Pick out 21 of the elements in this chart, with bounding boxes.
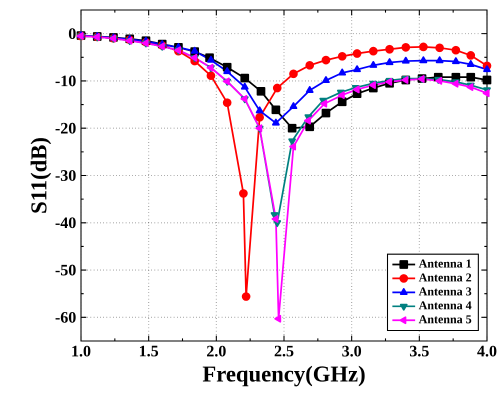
y-tick-label: -10 — [56, 76, 76, 86]
legend-label: Antenna 4 — [418, 301, 472, 310]
y-tick-label: -40 — [56, 217, 76, 228]
y-axis-title: S11(dB) — [30, 138, 52, 213]
legend-label: Antenna 3 — [418, 287, 472, 296]
x-tick-label: 2.0 — [207, 346, 226, 357]
x-tick-label: 3.0 — [342, 346, 362, 357]
y-tick-label: -20 — [56, 122, 76, 134]
x-tick-label: 1.0 — [72, 346, 90, 357]
y-tick-label: -50 — [56, 264, 76, 276]
x-tick-label: 1.5 — [140, 346, 158, 356]
legend-label: Antenna 2 — [418, 273, 472, 282]
legend-label: Antenna 1 — [418, 260, 472, 268]
x-axis-title: Frequency(GHz) — [202, 366, 365, 386]
x-tick-label: 2.5 — [274, 346, 294, 357]
x-tick-label: 3.5 — [410, 346, 429, 357]
legend-label: Antenna 5 — [418, 315, 472, 324]
x-tick-label: 4.0 — [477, 346, 496, 357]
y-tick-label: -30 — [56, 170, 76, 181]
y-tick-label: 0 — [68, 28, 76, 40]
y-tick-label: -60 — [56, 312, 76, 323]
